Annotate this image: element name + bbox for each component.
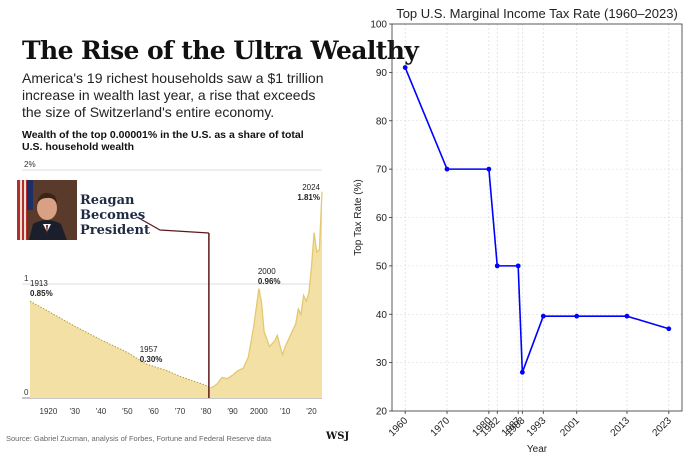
wsj-logo: WSJ — [326, 431, 350, 442]
x-tick-label: '40 — [96, 407, 107, 416]
wsj-panel: The Rise of the Ultra Wealthy America's … — [0, 0, 419, 460]
y-tick-label: 20 — [376, 407, 388, 418]
annotation-year: 2000 — [258, 267, 276, 276]
x-tick-label: '10 — [280, 407, 291, 416]
y-tick-label: 50 — [376, 261, 388, 272]
x-tick-label: '70 — [175, 407, 186, 416]
tax-rate-point — [515, 263, 521, 269]
tax-rate-line — [404, 67, 670, 373]
annotation-value: 0.96% — [258, 277, 281, 286]
tax-rate-chart: Top U.S. Marginal Income Tax Rate (1960–… — [353, 6, 683, 455]
wealth-line-dotted — [29, 300, 212, 389]
tax-rate-point — [574, 313, 580, 319]
tax-rate-point — [666, 326, 672, 332]
tax-rate-point — [494, 263, 500, 269]
y-tick-label: 1 — [24, 274, 29, 283]
tax-rate-point — [486, 166, 492, 172]
x-tick-label: 2001 — [558, 415, 582, 439]
headline: The Rise of the Ultra Wealthy — [22, 36, 419, 65]
wealth-line-solid — [211, 191, 323, 389]
tax-rate-point — [402, 65, 408, 70]
annotation-value: 0.30% — [140, 355, 163, 364]
annotation-year: 1957 — [140, 345, 158, 354]
reagan-portrait-icon — [17, 180, 77, 240]
x-tick-label: '90 — [227, 407, 238, 416]
reagan-callout: Reagan Becomes President — [80, 193, 150, 238]
x-tick-label: 1970 — [429, 415, 453, 439]
x-tick-label: 2013 — [609, 415, 633, 439]
annotation-year: 1913 — [30, 279, 48, 288]
annotation-year: 2024 — [302, 183, 320, 192]
y-tick-label: 30 — [376, 358, 388, 369]
tax-rate-point — [624, 313, 630, 319]
x-tick-label: 2000 — [250, 407, 268, 416]
tax-rate-point — [519, 369, 525, 375]
x-tick-label: '20 — [306, 407, 317, 416]
x-tick-label: '60 — [148, 407, 159, 416]
x-tick-label: 1993 — [525, 415, 549, 439]
x-axis-label: Year — [527, 444, 548, 455]
y-tick-label: 60 — [376, 213, 388, 224]
chart-title: Top U.S. Marginal Income Tax Rate (1960–… — [396, 6, 678, 21]
x-tick-label: 1960 — [387, 415, 411, 439]
y-tick-label: 2% — [24, 160, 36, 169]
y-tick-label: 90 — [376, 68, 388, 79]
y-tick-label: 40 — [376, 310, 388, 321]
x-tick-label: 1988 — [504, 415, 528, 439]
subtitle: America's 19 richest households saw a $1… — [22, 70, 324, 120]
x-tick-label: '50 — [122, 407, 133, 416]
y-tick-label: 0 — [24, 388, 29, 397]
tax-rate-point — [444, 166, 450, 172]
tax-rate-point — [540, 313, 546, 319]
x-tick-label: '30 — [70, 407, 81, 416]
wealth-area — [30, 191, 322, 398]
x-tick-label: '80 — [201, 407, 212, 416]
y-axis-label: Top Tax Rate (%) — [353, 179, 364, 256]
y-tick-label: 70 — [376, 165, 388, 176]
tax-rate-panel: Top U.S. Marginal Income Tax Rate (1960–… — [345, 0, 690, 460]
x-tick-label: 1920 — [40, 407, 58, 416]
reagan-leader-line — [136, 216, 209, 234]
y-tick-label: 100 — [370, 20, 387, 31]
y-tick-label: 80 — [376, 116, 388, 127]
annotation-value: 1.81% — [297, 193, 320, 202]
annotation-value: 0.85% — [30, 289, 53, 298]
chart-label: Wealth of the top 0.00001% in the U.S. a… — [22, 129, 304, 153]
x-tick-label: 2023 — [650, 415, 674, 439]
source-note: Source: Gabriel Zucman, analysis of Forb… — [6, 434, 272, 443]
wealth-share-chart: 2%1019130.85%19570.30%20000.96%20241.81%… — [22, 160, 323, 416]
